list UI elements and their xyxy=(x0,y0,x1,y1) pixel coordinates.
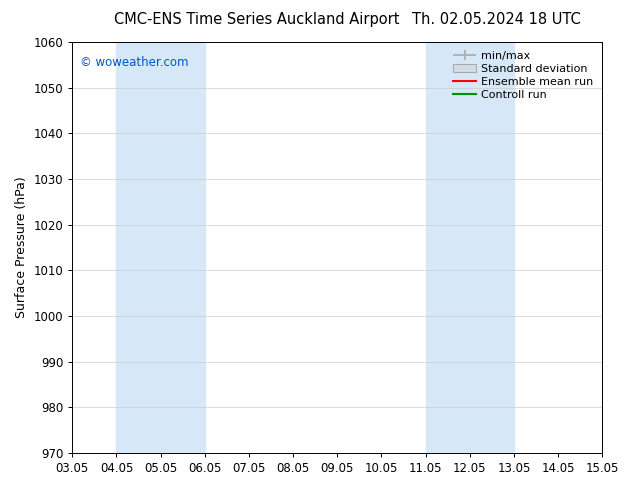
Text: CMC-ENS Time Series Auckland Airport: CMC-ENS Time Series Auckland Airport xyxy=(114,12,399,27)
Bar xyxy=(602,42,634,453)
Bar xyxy=(425,42,514,453)
Text: © woweather.com: © woweather.com xyxy=(81,56,189,70)
Bar xyxy=(117,42,205,453)
Text: Th. 02.05.2024 18 UTC: Th. 02.05.2024 18 UTC xyxy=(412,12,581,27)
Y-axis label: Surface Pressure (hPa): Surface Pressure (hPa) xyxy=(15,176,28,318)
Legend: min/max, Standard deviation, Ensemble mean run, Controll run: min/max, Standard deviation, Ensemble me… xyxy=(450,48,597,103)
